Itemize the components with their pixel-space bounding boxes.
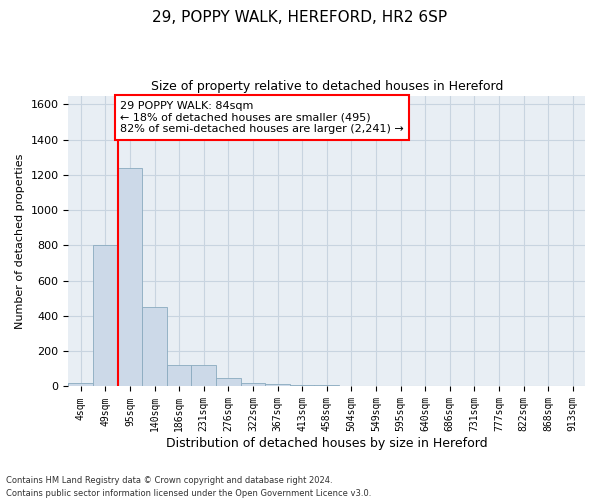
Text: 29 POPPY WALK: 84sqm
← 18% of detached houses are smaller (495)
82% of semi-deta: 29 POPPY WALK: 84sqm ← 18% of detached h… <box>120 101 404 134</box>
Bar <box>241 383 265 386</box>
Title: Size of property relative to detached houses in Hereford: Size of property relative to detached ho… <box>151 80 503 93</box>
Bar <box>191 366 216 386</box>
Text: 29, POPPY WALK, HEREFORD, HR2 6SP: 29, POPPY WALK, HEREFORD, HR2 6SP <box>152 10 448 25</box>
Bar <box>290 384 314 386</box>
Bar <box>314 384 339 386</box>
Bar <box>142 307 167 386</box>
Bar <box>216 378 241 386</box>
Bar <box>167 366 191 386</box>
Bar <box>118 168 142 386</box>
Bar <box>93 246 118 386</box>
Text: Contains HM Land Registry data © Crown copyright and database right 2024.
Contai: Contains HM Land Registry data © Crown c… <box>6 476 371 498</box>
X-axis label: Distribution of detached houses by size in Hereford: Distribution of detached houses by size … <box>166 437 488 450</box>
Y-axis label: Number of detached properties: Number of detached properties <box>15 154 25 328</box>
Bar <box>265 384 290 386</box>
Bar <box>68 383 93 386</box>
